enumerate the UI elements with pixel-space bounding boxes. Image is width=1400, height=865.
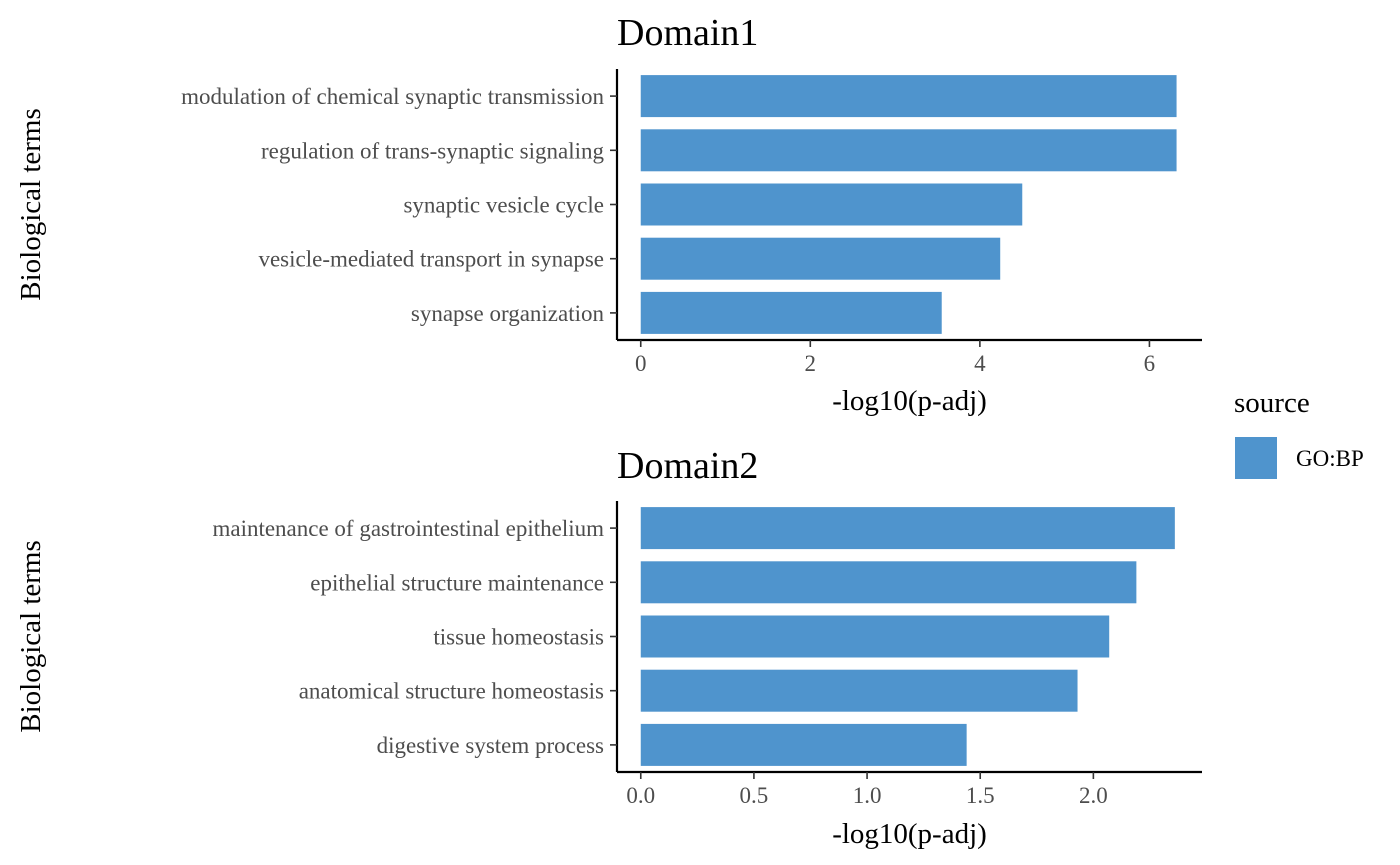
domain2-category-label-tissue-homeostasis: tissue homeostasis (433, 625, 604, 650)
domain1-y-axis-title: Biological terms (15, 108, 47, 301)
legend-label-go-bp: GO:BP (1296, 446, 1364, 471)
domain2-x-axis-title: -log10(p-adj) (832, 818, 987, 850)
domain2-panel: maintenance of gastrointestinal epitheli… (15, 445, 1202, 850)
domain2-bar-epithelial-structure-maintenance (640, 561, 1137, 604)
domain1-x-tick-label-2: 2 (805, 351, 817, 376)
domain2-category-label-anatomical-structure-homeostasis: anatomical structure homeostasis (299, 679, 604, 704)
domain2-bar-tissue-homeostasis (640, 615, 1110, 658)
domain1-bar-synapse-organization (640, 291, 942, 334)
domain2-x-tick-label-1-5: 1.5 (966, 783, 995, 808)
domain1-category-label-synapse-organization: synapse organization (411, 301, 605, 326)
domain2-title: Domain2 (617, 445, 758, 487)
domain1-x-tick-label-6: 6 (1144, 351, 1156, 376)
domain1-category-label-regulation-of-trans-synaptic-signaling: regulation of trans-synaptic signaling (261, 138, 605, 163)
domain1-x-tick-label-4: 4 (974, 351, 986, 376)
domain2-category-label-digestive-system-process: digestive system process (377, 733, 604, 758)
domain2-bar-maintenance-of-gastrointestinal-epithelium (640, 507, 1175, 550)
domain1-category-label-vesicle-mediated-transport-in-synapse: vesicle-mediated transport in synapse (258, 247, 604, 272)
domain1-title: Domain1 (617, 12, 758, 54)
domain2-x-tick-label-1-0: 1.0 (853, 783, 882, 808)
domain1-bar-modulation-of-chemical-synaptic-transmission (640, 75, 1177, 118)
domain1-x-axis-title: -log10(p-adj) (832, 385, 987, 417)
domain2-category-label-epithelial-structure-maintenance: epithelial structure maintenance (310, 570, 604, 595)
domain2-x-tick-label-0-0: 0.0 (626, 783, 655, 808)
legend-title: source (1234, 387, 1310, 419)
legend: source GO:BP (1234, 387, 1364, 479)
domain2-bar-anatomical-structure-homeostasis (640, 669, 1078, 712)
domain2-bar-digestive-system-process (640, 723, 967, 766)
domain1-category-label-modulation-of-chemical-synaptic-transmission: modulation of chemical synaptic transmis… (181, 84, 604, 109)
domain1-panel: modulation of chemical synaptic transmis… (15, 12, 1202, 417)
domain1-bar-synaptic-vesicle-cycle (640, 183, 1023, 226)
domain2-x-tick-label-2-0: 2.0 (1079, 783, 1108, 808)
legend-key-go-bp (1235, 437, 1277, 479)
domain1-bar-vesicle-mediated-transport-in-synapse (640, 237, 1001, 280)
domain2-category-label-maintenance-of-gastrointestinal-epithelium: maintenance of gastrointestinal epitheli… (212, 516, 604, 541)
domain2-y-axis-title: Biological terms (15, 540, 47, 733)
domain2-x-tick-label-0-5: 0.5 (740, 783, 769, 808)
domain1-category-label-synaptic-vesicle-cycle: synaptic vesicle cycle (403, 193, 604, 218)
domain1-bar-regulation-of-trans-synaptic-signaling (640, 129, 1177, 172)
domain1-x-tick-label-0: 0 (635, 351, 647, 376)
